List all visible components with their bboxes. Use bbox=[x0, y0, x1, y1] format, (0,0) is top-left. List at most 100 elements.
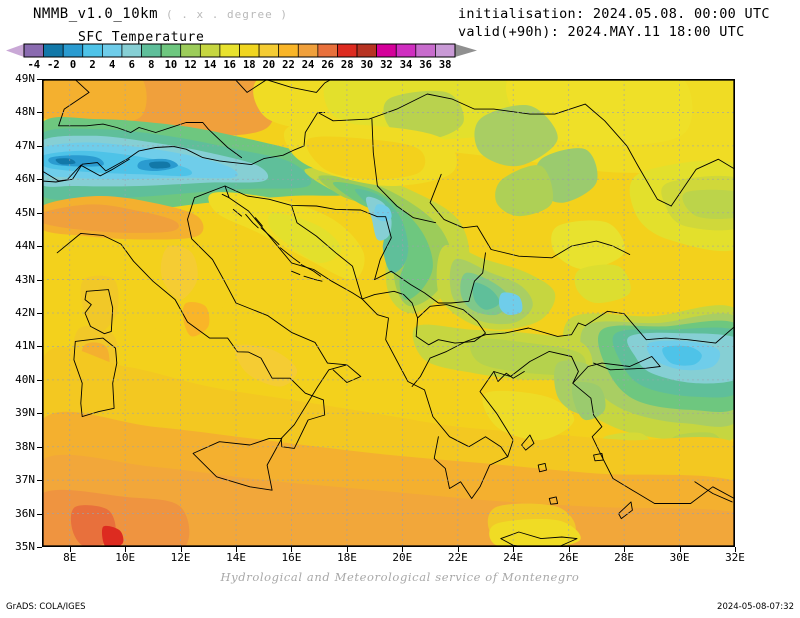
lon-axis-tick bbox=[69, 547, 71, 552]
temperature-contour bbox=[42, 204, 179, 233]
colorbar-tick-label: 0 bbox=[70, 59, 76, 70]
temperature-contour bbox=[472, 282, 500, 310]
coastline bbox=[192, 437, 283, 491]
colorbar-cell bbox=[199, 43, 221, 58]
lon-axis-tick bbox=[125, 547, 127, 552]
lon-axis-label: 20E bbox=[392, 551, 413, 564]
model-name: NMMB_v1.0_10km bbox=[33, 6, 159, 22]
coastline bbox=[371, 118, 437, 224]
colorbar-cell bbox=[102, 43, 123, 58]
temperature-contour bbox=[662, 345, 702, 366]
lon-axis-label: 10E bbox=[115, 551, 136, 564]
colorbar-tick-label: 12 bbox=[184, 59, 197, 70]
temperature-contour bbox=[571, 381, 606, 421]
colorbar-cell bbox=[141, 43, 162, 58]
temperature-contour bbox=[80, 275, 119, 334]
colorbar-cell bbox=[82, 43, 103, 58]
lat-axis-label: 48N bbox=[15, 105, 35, 119]
lat-axis-tick bbox=[37, 279, 42, 281]
lon-axis-tick bbox=[735, 547, 736, 552]
temperature-contour bbox=[574, 264, 631, 304]
colorbar-cell bbox=[435, 43, 456, 58]
coastline bbox=[593, 452, 604, 462]
coastline bbox=[224, 185, 392, 281]
colorbar-cell bbox=[43, 43, 64, 58]
coastline bbox=[300, 264, 322, 277]
colorbar: -4 -2 0 2 4 6 8 10 12 14 16 18 20 22 24 26 28 30 32 34 36 38 bbox=[0, 42, 480, 70]
lon-axis-label: 8E bbox=[63, 551, 77, 564]
colorbar-tick-label: 26 bbox=[321, 59, 334, 70]
variable-title: SFC Temperature bbox=[78, 30, 205, 45]
colorbar-cell bbox=[317, 43, 338, 58]
lon-axis-tick bbox=[402, 547, 404, 552]
credit-text: Hydrological and Meteorological service … bbox=[220, 570, 580, 584]
map-frame bbox=[42, 79, 735, 547]
coastline bbox=[291, 270, 301, 276]
colorbar-cell bbox=[395, 43, 417, 58]
colorbar-tick-label: 6 bbox=[129, 59, 135, 70]
lon-axis-label: 22E bbox=[447, 551, 468, 564]
lat-axis-tick bbox=[37, 547, 42, 548]
lat-axis-label: 43N bbox=[15, 272, 35, 286]
lat-axis-tick bbox=[37, 179, 42, 181]
colorbar-cell bbox=[160, 43, 182, 58]
coastline bbox=[493, 371, 525, 382]
colorbar-tick-label: 34 bbox=[400, 59, 413, 70]
lat-axis-label: 45N bbox=[15, 205, 35, 219]
colorbar-tick-label: -2 bbox=[47, 59, 60, 70]
lon-axis-tick bbox=[236, 547, 238, 552]
lat-axis-tick bbox=[37, 212, 42, 214]
coastline bbox=[291, 204, 363, 300]
lat-axis-label: 38N bbox=[15, 439, 35, 453]
colorbar-tick-label: 16 bbox=[223, 59, 236, 70]
temperature-contour bbox=[682, 189, 735, 220]
coastline bbox=[254, 217, 263, 227]
coastline bbox=[537, 462, 547, 473]
coastline bbox=[584, 310, 735, 344]
coastline bbox=[42, 111, 326, 182]
coastline bbox=[260, 227, 280, 245]
lon-axis-tick bbox=[346, 547, 348, 552]
lat-axis-label: 39N bbox=[15, 406, 35, 420]
colorbar-tick-label: 22 bbox=[282, 59, 295, 70]
lon-axis-label: 28E bbox=[614, 551, 635, 564]
temperature-contour bbox=[234, 344, 298, 387]
temperature-contour bbox=[182, 301, 210, 337]
coastline bbox=[694, 481, 733, 503]
colorbar-cell bbox=[180, 43, 201, 58]
temperature-contour bbox=[55, 158, 76, 165]
colorbar-tick-label: 4 bbox=[109, 59, 115, 70]
colorbar-cell bbox=[278, 43, 299, 58]
coastline bbox=[411, 322, 586, 387]
lon-axis-tick bbox=[568, 547, 570, 552]
colorbar-tick-label: 20 bbox=[263, 59, 276, 70]
colorbar-cell bbox=[337, 43, 358, 58]
lon-axis-tick bbox=[457, 547, 459, 552]
colorbar-cell bbox=[356, 43, 377, 58]
colorbar-under-arrow bbox=[6, 44, 24, 57]
lat-axis-tick bbox=[37, 145, 42, 147]
coastline bbox=[84, 289, 114, 335]
temperature-contour bbox=[332, 182, 433, 300]
coastline bbox=[56, 232, 362, 449]
colorbar-tick-label: 8 bbox=[148, 59, 154, 70]
colorbar-tick-label: -4 bbox=[27, 59, 40, 70]
model-title: NMMB_v1.0_10km ( . x . degree ) bbox=[33, 6, 288, 22]
colorbar-tick-label: 30 bbox=[361, 59, 374, 70]
lon-axis-tick bbox=[513, 547, 515, 552]
lat-axis-tick bbox=[37, 480, 42, 482]
coastline bbox=[303, 275, 323, 282]
coastline bbox=[618, 501, 633, 520]
lon-axis-tick bbox=[679, 547, 681, 552]
colorbar-cell bbox=[239, 43, 260, 58]
colorbar-tick-label: 10 bbox=[165, 59, 178, 70]
temperature-contour bbox=[268, 212, 342, 263]
coastline bbox=[234, 79, 333, 93]
colorbar-cell bbox=[297, 43, 319, 58]
temperature-contour bbox=[149, 161, 171, 169]
coastline bbox=[429, 173, 631, 259]
colorbar-tick-label: 2 bbox=[89, 59, 95, 70]
initialisation-time: initialisation: 2024.05.08. 00:00 UTC bbox=[458, 6, 770, 22]
lat-axis-tick bbox=[37, 346, 42, 348]
lat-axis-label: 37N bbox=[15, 473, 35, 487]
